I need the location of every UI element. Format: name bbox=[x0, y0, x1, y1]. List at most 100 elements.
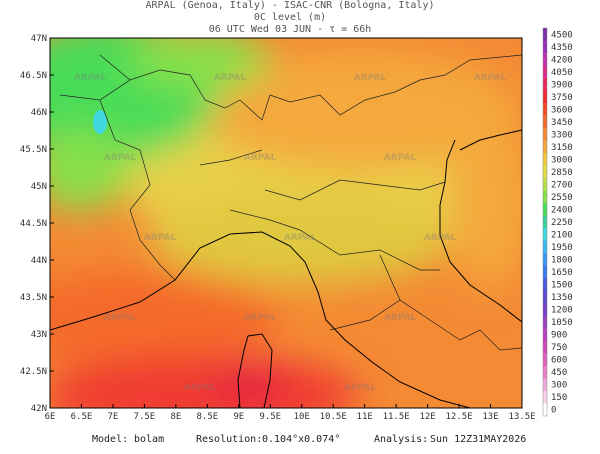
colorbar-label: 3900 bbox=[551, 80, 573, 90]
colorbar-label: 600 bbox=[551, 356, 567, 366]
borders bbox=[59, 54, 522, 351]
colorbar-swatch bbox=[543, 278, 547, 292]
colorbar-swatch bbox=[543, 215, 547, 229]
colorbar-label: 3600 bbox=[551, 105, 573, 115]
colorbar-swatch bbox=[543, 153, 547, 166]
footer-label: Resolution: bbox=[196, 434, 262, 445]
colorbar-label: 1800 bbox=[551, 256, 573, 266]
lon-label: 12E bbox=[419, 412, 435, 422]
colorbar-swatch bbox=[543, 365, 547, 379]
colorbar-label: 2850 bbox=[551, 168, 573, 178]
header-line: 0C level (m) bbox=[254, 12, 326, 23]
colorbar-label: 1500 bbox=[551, 281, 573, 291]
colorbar-swatch bbox=[543, 403, 547, 417]
colorbar-label: 1650 bbox=[551, 268, 573, 278]
colorbar-swatch bbox=[543, 90, 547, 104]
watermark: ARPAL bbox=[74, 73, 107, 83]
lat-label: 44N bbox=[31, 256, 47, 266]
lat-label: 47N bbox=[31, 34, 47, 44]
colorbar-swatch bbox=[543, 190, 547, 204]
lon-label: 7E bbox=[108, 412, 119, 422]
colorbar-swatch bbox=[543, 53, 547, 66]
lat-label: 46N bbox=[31, 108, 47, 118]
lat-label: 44.5N bbox=[20, 219, 47, 229]
colorbar-swatch bbox=[543, 28, 547, 41]
coastlines bbox=[50, 129, 522, 408]
footer-value: Sun 12Z31MAY2026 bbox=[430, 434, 526, 445]
colorbar-label: 450 bbox=[551, 368, 567, 378]
footer-value: bolam bbox=[134, 434, 164, 445]
lon-label: 9.5E bbox=[259, 412, 281, 422]
colorbar-swatch bbox=[543, 128, 547, 141]
colorbar-label: 3000 bbox=[551, 155, 573, 165]
colorbar-swatch bbox=[543, 303, 547, 317]
colorbar-label: 2100 bbox=[551, 231, 573, 241]
lon-label: 10E bbox=[294, 412, 310, 422]
colorbar-swatch bbox=[543, 378, 547, 392]
colorbar-label: 1050 bbox=[551, 318, 573, 328]
colorbar-swatch bbox=[543, 140, 547, 154]
watermark: ARPAL bbox=[184, 383, 217, 393]
watermark: ARPAL bbox=[144, 233, 177, 243]
watermark: ARPAL bbox=[244, 153, 277, 163]
colorbar-label: 2400 bbox=[551, 205, 573, 215]
colorbar-label: 3150 bbox=[551, 143, 573, 153]
colorbar-label: 1350 bbox=[551, 293, 573, 303]
colorbar-label: 150 bbox=[551, 393, 567, 403]
lon-label: 11.5E bbox=[383, 412, 410, 422]
watermark: ARPAL bbox=[284, 233, 317, 243]
lon-label: 11E bbox=[357, 412, 373, 422]
lat-label: 42.5N bbox=[20, 367, 47, 377]
colorbar-label: 4050 bbox=[551, 68, 573, 78]
colorbar-swatch bbox=[543, 65, 547, 79]
colorbar-label: 3300 bbox=[551, 130, 573, 140]
colorbar-label: 4500 bbox=[551, 30, 573, 40]
footer-value: 0.104°x0.074° bbox=[262, 434, 340, 445]
footer-label: Analysis: bbox=[374, 434, 428, 445]
footer-label: Model: bbox=[92, 434, 128, 445]
watermark: ARPAL bbox=[104, 153, 137, 163]
colorbar-swatch bbox=[543, 78, 547, 91]
lon-labels: 6E 6.5E 7E 7.5E 8E 8.5E 9E 9.5E 10E 10.5E 11E 11.5E… bbox=[45, 404, 536, 422]
header-line: 06 UTC Wed 03 JUN - τ = 66h bbox=[209, 24, 372, 35]
colorbar-swatch bbox=[543, 115, 547, 129]
watermark: ARPAL bbox=[344, 383, 377, 393]
watermark: ARPAL bbox=[384, 153, 417, 163]
colorbar-label: 4200 bbox=[551, 55, 573, 65]
map-field bbox=[50, 38, 522, 408]
colorbar-label: 2250 bbox=[551, 218, 573, 228]
lon-label: 12.5E bbox=[446, 412, 473, 422]
lon-label: 9E bbox=[233, 412, 244, 422]
colorbar-swatch bbox=[543, 315, 547, 329]
watermark: ARPAL bbox=[384, 313, 417, 323]
watermark: ARPAL bbox=[104, 313, 137, 323]
lon-label: 8.5E bbox=[196, 412, 218, 422]
colorbar-label: 1200 bbox=[551, 306, 573, 316]
colorbar-swatch bbox=[543, 103, 547, 116]
watermarks: ARPAL ARPAL ARPAL ARPAL ARPAL ARPAL ARPAL ARPAL… bbox=[74, 73, 507, 393]
colorbar-frame bbox=[542, 27, 548, 417]
colorbar-label: 3450 bbox=[551, 118, 573, 128]
lat-label: 46.5N bbox=[20, 71, 47, 81]
colorbar-swatch bbox=[543, 390, 547, 404]
lat-label: 43N bbox=[31, 330, 47, 340]
lon-label: 10.5E bbox=[320, 412, 347, 422]
lat-label: 42N bbox=[31, 404, 47, 414]
lon-label: 7.5E bbox=[134, 412, 156, 422]
lon-label: 8E bbox=[170, 412, 181, 422]
colorbar: 4500435042004050390037503600345033003150… bbox=[542, 27, 573, 417]
header-line: ARPAL (Genoa, Italy) - ISAC-CNR (Bologna… bbox=[146, 0, 435, 11]
colorbar-label: 1950 bbox=[551, 243, 573, 253]
watermark: ARPAL bbox=[424, 233, 457, 243]
colorbar-label: 2550 bbox=[551, 193, 573, 203]
colorbar-swatch bbox=[543, 265, 547, 279]
colorbar-swatch bbox=[543, 290, 547, 304]
colorbar-label: 4350 bbox=[551, 43, 573, 53]
colorbar-swatch bbox=[543, 328, 547, 342]
colorbar-swatch bbox=[543, 240, 547, 254]
lat-label: 45.5N bbox=[20, 145, 47, 155]
colorbar-swatch bbox=[543, 203, 547, 217]
watermark: ARPAL bbox=[354, 73, 387, 83]
colorbar-swatch bbox=[543, 340, 547, 354]
colorbar-swatch bbox=[543, 178, 547, 192]
